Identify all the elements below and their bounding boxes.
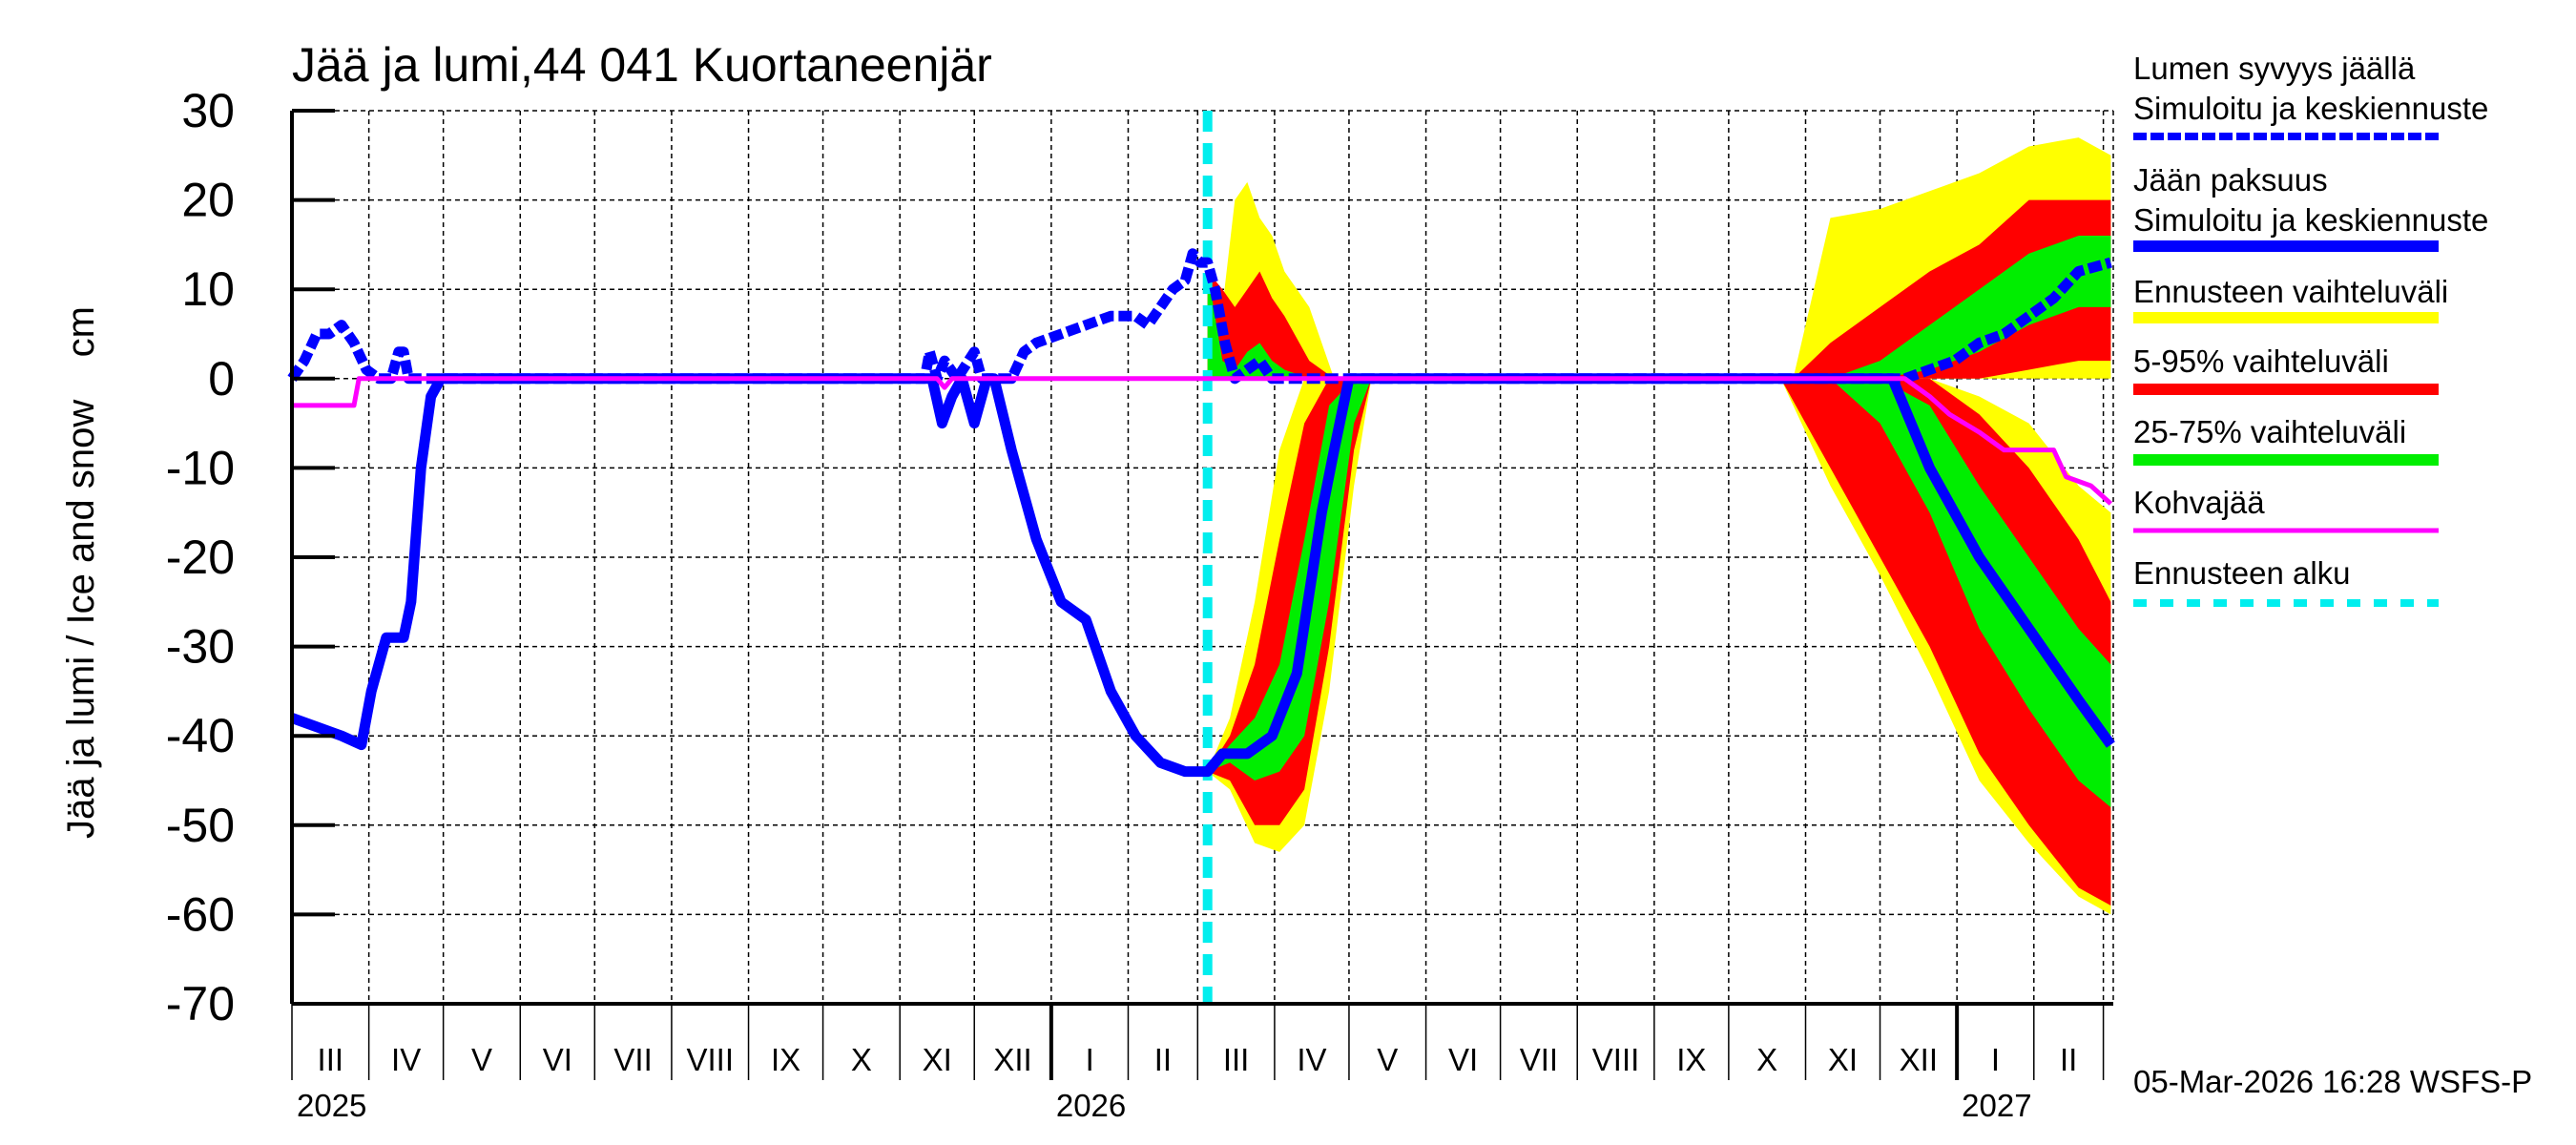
month-label: II <box>1154 1042 1172 1077</box>
y-tick-label: 30 <box>181 84 235 137</box>
legend-p5-95-label: 5-95% vaihteluväli <box>2133 344 2389 379</box>
autumn-snow-p25_75-band <box>1793 236 2111 379</box>
month-label: VI <box>543 1042 572 1077</box>
year-label: 2025 <box>297 1088 366 1123</box>
autumn-ice-p5_95-band <box>1780 378 2111 906</box>
y-tick-label: -20 <box>166 531 235 584</box>
legend-ice-title: Jään paksuus <box>2133 162 2328 198</box>
year-label: 2027 <box>1962 1088 2031 1123</box>
month-label: V <box>471 1042 492 1077</box>
month-label: IX <box>1676 1042 1706 1077</box>
month-label: IV <box>1297 1042 1326 1077</box>
month-label: IX <box>771 1042 800 1077</box>
timestamp: 05-Mar-2026 16:28 WSFS-P <box>2133 1064 2532 1099</box>
month-label: XII <box>1900 1042 1938 1077</box>
legend-snow-sub: Simuloitu ja keskiennuste <box>2133 91 2488 126</box>
snow-depth-line <box>287 248 2112 385</box>
month-label: I <box>1086 1042 1094 1077</box>
slush-ice-line <box>292 376 2113 506</box>
legend-fc-start-label: Ennusteen alku <box>2133 555 2351 591</box>
month-label: II <box>2060 1042 2077 1077</box>
y-tick-label: -30 <box>166 620 235 674</box>
y-tick-label: -40 <box>166 709 235 762</box>
month-label: I <box>1991 1042 2000 1077</box>
legend-p25-75-label: 25-75% vaihteluväli <box>2133 414 2406 449</box>
autumn-snow-p5_95-band <box>1793 199 2111 379</box>
autumn-ice-p25_75-band <box>1780 378 2111 808</box>
y-tick-label: -70 <box>166 977 235 1030</box>
legend-range-label: Ennusteen vaihteluväli <box>2133 274 2448 309</box>
legend-slush-label: Kohvajää <box>2133 485 2265 520</box>
month-label: X <box>851 1042 872 1077</box>
month-label: VIII <box>686 1042 734 1077</box>
month-label: V <box>1377 1042 1398 1077</box>
spring-snow-p5_95-band <box>1207 271 1335 379</box>
y-tick-label: -50 <box>166 799 235 852</box>
legend-ice-sub: Simuloitu ja keskiennuste <box>2133 202 2488 238</box>
y-tick-label: 10 <box>181 262 235 316</box>
month-label: XI <box>1828 1042 1858 1077</box>
month-label: X <box>1756 1042 1777 1077</box>
month-label: III <box>318 1042 344 1077</box>
y-axis-label: Jää ja lumi / Ice and snow cm <box>60 306 102 839</box>
month-label: VII <box>613 1042 652 1077</box>
month-label: XI <box>923 1042 952 1077</box>
y-tick-label: 20 <box>181 174 235 227</box>
y-tick-label: -10 <box>166 441 235 494</box>
year-label: 2026 <box>1056 1088 1126 1123</box>
month-label: VIII <box>1592 1042 1640 1077</box>
month-label: VII <box>1520 1042 1558 1077</box>
chart-title: Jää ja lumi,44 041 Kuortaneenjär <box>292 38 992 92</box>
legend-snow-title: Lumen syvyys jäällä <box>2133 51 2416 86</box>
month-label: III <box>1223 1042 1250 1077</box>
ice-thickness-line <box>290 373 2115 778</box>
month-label: VI <box>1448 1042 1478 1077</box>
month-label: XII <box>993 1042 1031 1077</box>
spring-snow-p25_75-band <box>1207 271 1335 379</box>
series-lines <box>287 111 2115 1004</box>
y-tick-label: 0 <box>208 352 235 406</box>
y-tick-label: -60 <box>166 887 235 941</box>
month-label: IV <box>391 1042 421 1077</box>
legend: Lumen syvyys jäällä Simuloitu ja keskienn… <box>2133 51 2488 607</box>
forecast-bands <box>1207 137 2111 915</box>
